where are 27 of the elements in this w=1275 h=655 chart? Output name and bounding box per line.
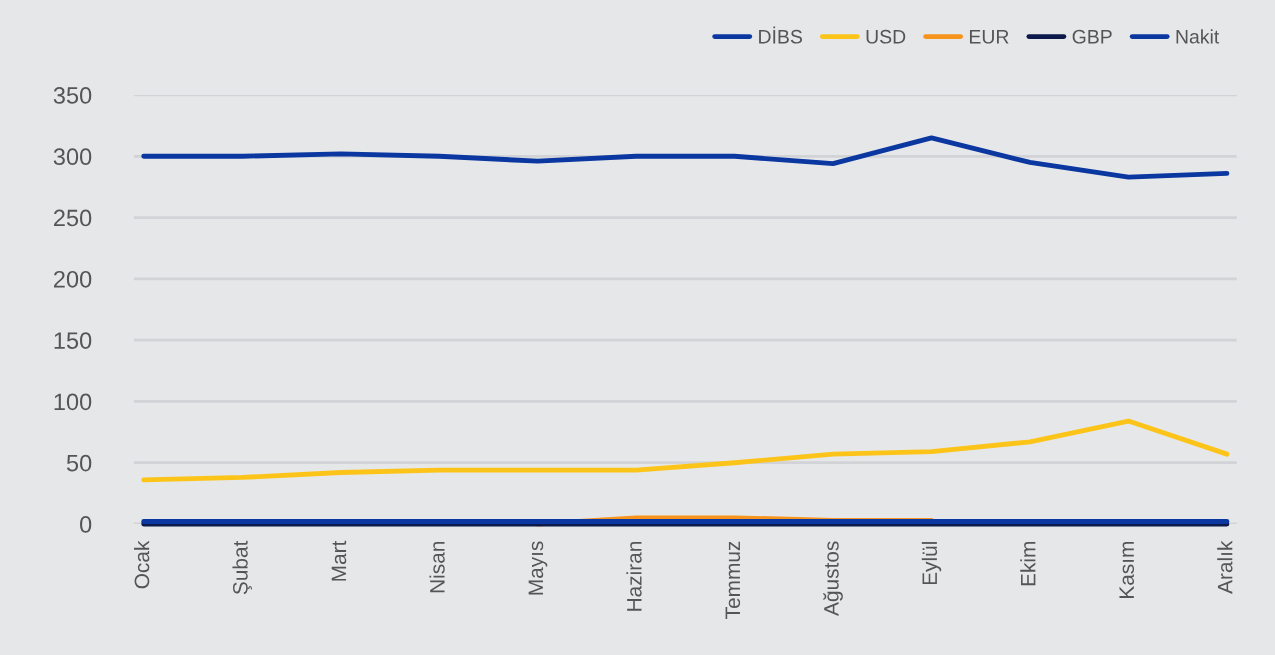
y-tick-label: 50 (66, 454, 92, 472)
legend-label: DİBS (759, 26, 802, 44)
y-tick-label: 300 (53, 148, 92, 166)
line-series (141, 135, 1230, 180)
x-tick-label: Şubat (232, 540, 252, 595)
x-tick-label: Ocak (134, 540, 150, 589)
y-tick-label: 0 (80, 516, 92, 533)
x-tick-label: Kasım (1119, 542, 1135, 598)
y-tick-label: 250 (54, 209, 92, 227)
y-tick-label: 150 (54, 332, 92, 349)
x-tick-label: Ekim (1020, 542, 1036, 586)
x-tick-label: Mayıs (528, 541, 548, 595)
line-series (141, 418, 1230, 483)
x-tick-label: Aralık (1217, 540, 1233, 594)
y-tick-label: 200 (54, 270, 92, 288)
x-tick-label: Nisan (429, 542, 445, 593)
x-tick-label: Haziran (626, 542, 642, 611)
x-tick-label: Ağustos (823, 541, 843, 616)
legend-label: GBP (1072, 29, 1112, 44)
legend-label: EUR (969, 30, 1009, 44)
legend-label: USD (866, 29, 906, 44)
y-tick-label: 100 (54, 393, 92, 411)
x-tick-label: Mart (331, 540, 347, 581)
x-tick-label: Eylül (921, 542, 942, 585)
legend-label: Nakit (1176, 29, 1220, 44)
y-tick-label: 350 (53, 87, 92, 104)
x-tick-label: Temmuz (725, 541, 741, 619)
